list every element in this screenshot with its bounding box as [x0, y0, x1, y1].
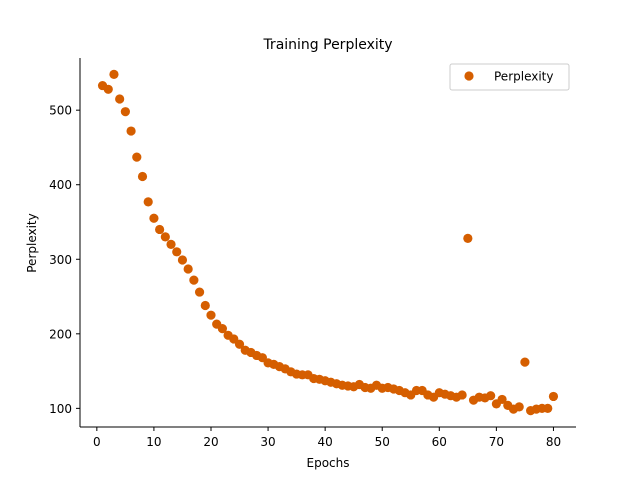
data-point	[217, 324, 228, 334]
data-point	[463, 233, 473, 243]
data-point	[160, 232, 170, 242]
data-point	[457, 390, 467, 400]
data-point	[234, 339, 245, 349]
y-tick-label: 300	[49, 253, 72, 267]
data-point	[543, 403, 553, 413]
data-point	[120, 107, 130, 117]
data-point	[206, 310, 216, 320]
y-tick-label: 500	[49, 104, 72, 118]
data-point	[514, 402, 524, 412]
data-point	[155, 224, 165, 235]
data-point	[194, 287, 205, 297]
data-point	[115, 94, 125, 104]
x-tick-label: 50	[375, 435, 390, 449]
data-point	[137, 171, 148, 182]
legend-box	[449, 63, 570, 91]
data-point	[143, 197, 153, 207]
data-point	[183, 264, 193, 274]
x-tick-label: 80	[546, 435, 561, 449]
data-point	[520, 357, 530, 367]
data-point	[548, 391, 559, 402]
x-tick-label: 0	[93, 435, 101, 449]
x-tick-label: 70	[489, 435, 504, 449]
x-axis-label: Epochs	[307, 456, 350, 470]
data-point	[189, 275, 199, 285]
data-point	[486, 391, 496, 401]
legend-marker-perplexity	[464, 71, 474, 81]
x-tick-label: 40	[318, 435, 333, 449]
x-tick-label: 20	[203, 435, 218, 449]
data-point	[103, 84, 113, 94]
legend-label-perplexity: Perplexity	[494, 70, 554, 84]
y-tick-label: 200	[49, 327, 72, 341]
data-point	[177, 255, 188, 265]
data-point	[132, 152, 142, 162]
x-tick-label: 10	[146, 435, 161, 449]
data-point	[126, 126, 136, 136]
y-tick-label: 400	[49, 178, 72, 192]
data-point	[166, 239, 176, 249]
scatter-points	[97, 69, 559, 416]
data-point	[149, 213, 159, 223]
y-axis-label: Perplexity	[25, 213, 39, 273]
y-tick-label: 100	[49, 402, 72, 416]
axes: 0 10 20 30 40 50 60 70 80 100 200 300 400 500	[49, 58, 576, 449]
chart-title: Training Perplexity	[262, 37, 392, 53]
data-point	[497, 394, 507, 405]
data-point	[109, 69, 119, 79]
legend: Perplexity	[449, 63, 570, 91]
x-tick-label: 60	[432, 435, 447, 449]
data-point	[172, 247, 182, 257]
x-tick-label: 30	[260, 435, 275, 449]
data-point	[200, 300, 210, 311]
